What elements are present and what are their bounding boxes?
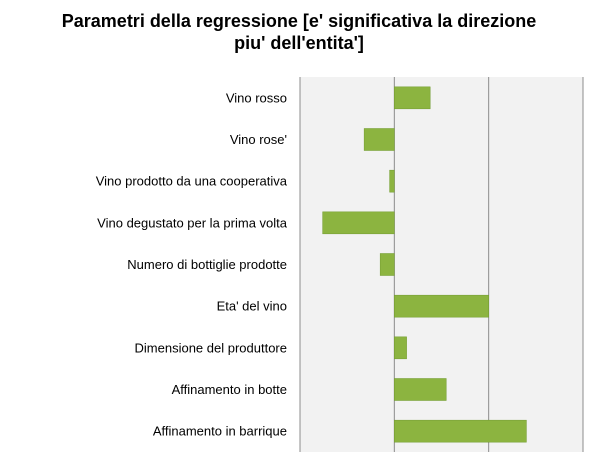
bar [322,211,395,235]
category-label: Affinamento in barrique [153,424,287,439]
bar [389,169,395,193]
chart-title: Parametri della regressione [e' signific… [0,10,598,54]
category-label: Eta' del vino [217,299,287,314]
category-label: Dimensione del produttore [135,340,287,355]
bar [363,128,395,151]
category-label: Numero di bottiglie prodotte [127,257,287,272]
bar [394,294,489,318]
chart-title-line-2: piu' dell'entita'] [234,33,364,53]
bar [379,253,395,276]
category-label: Affinamento in botte [172,382,287,397]
category-label: Vino rosso [226,90,287,105]
bar [394,378,447,401]
bar [394,86,431,110]
category-label: Vino prodotto da una cooperativa [96,174,288,189]
chart-title-line-1: Parametri della regressione [e' signific… [61,11,537,31]
category-label: Vino rose' [230,132,287,147]
category-label: Vino degustato per la prima volta [97,215,288,230]
bar [394,336,407,360]
bar [394,419,527,443]
